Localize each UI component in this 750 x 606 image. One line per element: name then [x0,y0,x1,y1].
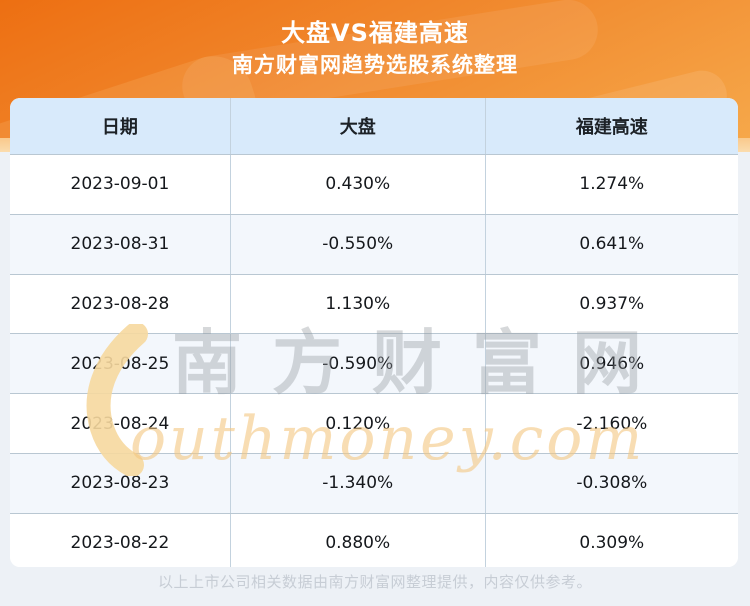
stock-change-cell: 0.641% [484,214,738,274]
market-change-cell: 0.430% [229,155,485,214]
column-header-stock: 福建高速 [484,98,738,154]
table-row: 2023-08-22 0.880% 0.309% [10,512,738,567]
table-row: 2023-08-23 -1.340% -0.308% [10,452,738,513]
stock-change-cell: 0.309% [484,513,738,567]
market-change-cell: -0.550% [229,214,485,274]
date-cell: 2023-08-22 [70,533,170,554]
table-row: 2023-09-01 0.430% 1.274% [10,154,738,214]
date-cell: 2023-09-01 [70,174,170,195]
stock-change-cell: -0.308% [484,453,738,513]
table-header-row: 日期 大盘 福建高速 [10,98,738,154]
market-change-cell: 0.880% [229,513,485,567]
table-row: 2023-08-25 -0.590% 0.946% [10,333,738,394]
column-header-date: 日期 [101,117,138,138]
table-row: 2023-08-31 -0.550% 0.641% [10,213,738,274]
market-change-cell: 1.130% [229,274,485,334]
column-header-market: 大盘 [229,98,485,154]
market-change-cell: -0.590% [229,334,485,394]
page-header: 大盘VS福建高速 南方财富网趋势选股系统整理 [0,16,750,80]
market-change-cell: 0.120% [229,394,485,453]
date-cell: 2023-08-25 [70,353,170,374]
stock-change-cell: 0.937% [484,274,738,334]
date-cell: 2023-08-28 [70,293,170,314]
table-body: 2023-09-01 0.430% 1.274% 2023-08-31 -0.5… [10,154,738,567]
table-row: 2023-08-24 0.120% -2.160% [10,393,738,453]
footer-disclaimer: 以上上市公司相关数据由南方财富网整理提供，内容仅供参考。 [157,573,592,591]
page-subtitle: 南方财富网趋势选股系统整理 [232,53,518,77]
date-cell: 2023-08-23 [70,473,170,494]
stock-change-cell: 0.946% [484,334,738,394]
market-change-cell: -1.340% [229,453,485,513]
page-title: 大盘VS福建高速 [281,19,469,47]
date-cell: 2023-08-24 [70,413,170,434]
stock-change-cell: 1.274% [484,155,738,214]
date-cell: 2023-08-31 [70,234,170,255]
table-row: 2023-08-28 1.130% 0.937% [10,273,738,334]
stock-change-cell: -2.160% [484,394,738,453]
data-table-card: 日期 大盘 福建高速 2023-09-01 0.430% 1.274% 2023… [10,98,738,567]
